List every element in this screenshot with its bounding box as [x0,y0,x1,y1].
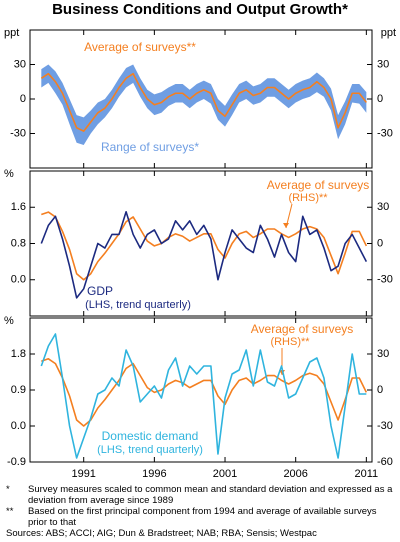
y2-tick-label: -30 [377,274,393,286]
range-band [41,64,367,145]
footnote-text: Survey measures scaled to common mean an… [28,484,393,506]
series-line [41,358,368,427]
y2-tick-label: 30 [377,58,389,70]
series-label: Average of surveys [267,178,370,192]
footnote-mark: ** [6,506,14,517]
series-label: Domestic demand [102,429,199,443]
series-label-note: (RHS)** [270,336,310,348]
y-axis-label: % [4,168,14,180]
footnotes: * Survey measures scaled to common mean a… [6,484,396,539]
y-tick-label: 0.9 [11,384,26,396]
series-line [41,211,368,281]
chart: Business Conditions and Output Growth* p… [4,1,396,480]
y-tick-label: -0.9 [7,456,26,468]
y2-tick-label: 30 [377,348,389,360]
y2-tick-label: 30 [377,201,389,213]
series-label: Range of surveys* [101,140,199,154]
y2-tick-label: 0 [377,384,383,396]
y2-tick-label: 0 [377,237,383,249]
sources: Sources: ABS; ACCI; AIG; Dun & Bradstree… [6,528,317,539]
series-label-note: (LHS, trend quarterly) [85,299,191,311]
y-tick-label: 0.8 [11,237,26,249]
series-line [40,72,367,132]
y2-tick-label: 0 [377,93,383,105]
x-tick-label: 2006 [283,468,307,480]
footnote-text: Based on the first principal component f… [28,506,377,528]
chart-title: Business Conditions and Output Growth* [52,1,348,18]
y-axis-label: ppt [4,27,19,39]
footnote: ** Based on the first principal component… [6,506,396,528]
series-label-note: (LHS, trend quarterly) [97,444,203,456]
series-label: Average of surveys** [84,40,196,54]
series-label-note: (RHS)** [288,192,328,204]
y2-tick-label: -30 [377,420,393,432]
y-tick-label: 0.0 [11,274,26,286]
y2-axis-label: ppt [381,27,396,39]
y-tick-label: -30 [10,127,26,139]
y-tick-label: 1.6 [11,201,26,213]
y-axis-label: % [4,315,14,327]
y-tick-label: 0 [20,93,26,105]
x-tick-label: 1991 [71,468,95,480]
series-line [40,210,368,299]
x-tick-label: 2011 [355,468,379,480]
y2-tick-label: -30 [377,127,393,139]
label-arrowhead [283,223,289,228]
series-line [40,333,367,459]
plot-frame [29,317,373,463]
y2-tick-label: -60 [377,456,393,468]
y-tick-label: 0.0 [11,420,26,432]
y-tick-label: 30 [14,58,26,70]
x-tick-label: 1996 [142,468,166,480]
y-tick-label: 1.8 [11,348,26,360]
footnote: * Survey measures scaled to common mean a… [6,484,396,506]
series-label: GDP [87,284,113,298]
x-tick-label: 2001 [213,468,237,480]
footnote-mark: * [6,484,10,495]
series-label: Average of surveys [251,322,354,336]
